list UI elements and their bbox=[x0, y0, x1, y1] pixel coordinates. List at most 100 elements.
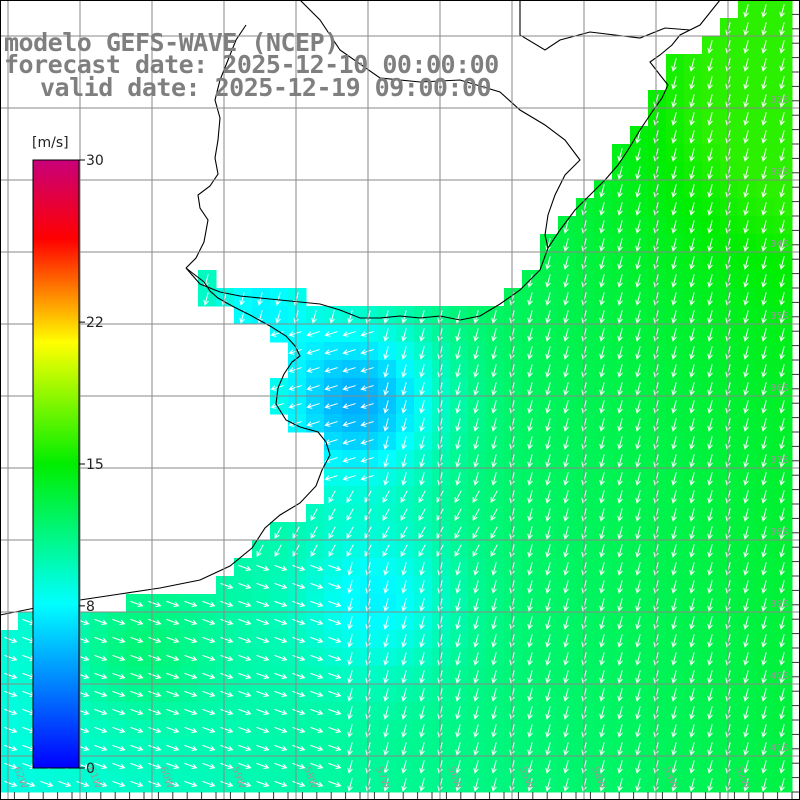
wind-arrow bbox=[599, 274, 605, 288]
wind-arrow bbox=[490, 526, 498, 539]
wind-arrow bbox=[671, 364, 677, 378]
wind-arrow bbox=[779, 616, 785, 630]
wind-arrow bbox=[617, 508, 623, 522]
wind-arrow bbox=[383, 382, 389, 396]
wind-arrow bbox=[707, 184, 713, 198]
wind-arrow bbox=[419, 418, 425, 432]
wind-arrow bbox=[707, 778, 713, 792]
wind-arrow bbox=[342, 403, 356, 409]
wind-arrow bbox=[202, 780, 216, 787]
wind-arrow bbox=[166, 600, 180, 607]
wind-arrow bbox=[779, 184, 785, 198]
wind-arrow bbox=[545, 526, 551, 540]
wind-arrow bbox=[671, 490, 677, 504]
wind-arrow bbox=[292, 762, 306, 769]
wind-arrow bbox=[256, 582, 270, 589]
wind-arrow bbox=[455, 778, 461, 792]
wind-arrow bbox=[455, 742, 461, 756]
wind-arrow bbox=[238, 762, 252, 769]
wind-arrow bbox=[94, 618, 108, 625]
wind-arrow bbox=[4, 636, 18, 643]
wind-arrow bbox=[635, 760, 641, 774]
wind-arrow bbox=[527, 688, 533, 702]
wind-arrow bbox=[455, 616, 461, 630]
wind-arrow bbox=[490, 490, 498, 503]
wind-arrow bbox=[184, 636, 198, 643]
wind-arrow bbox=[473, 328, 479, 342]
wind-arrow bbox=[473, 652, 479, 666]
wind-arrow bbox=[383, 652, 389, 666]
wind-arrow bbox=[239, 292, 245, 306]
wind-arrow bbox=[347, 562, 353, 576]
wind-arrow bbox=[238, 618, 252, 625]
wind-arrow bbox=[401, 418, 407, 432]
wind-arrow bbox=[360, 331, 374, 337]
wind-arrow bbox=[779, 598, 785, 612]
wind-arrow bbox=[671, 256, 677, 270]
wind-arrow bbox=[743, 436, 749, 450]
wind-arrow bbox=[347, 580, 353, 594]
wind-arrow bbox=[310, 762, 324, 769]
wind-arrow bbox=[545, 418, 551, 432]
wind-arrow bbox=[4, 780, 18, 787]
wind-arrow bbox=[743, 292, 749, 306]
wind-arrow bbox=[779, 382, 785, 396]
wind-arrow bbox=[707, 40, 713, 54]
wind-arrow bbox=[563, 256, 569, 270]
wind-arrow bbox=[635, 418, 641, 432]
wind-arrow bbox=[779, 130, 785, 144]
wind-arrow bbox=[635, 454, 641, 468]
wind-arrow bbox=[689, 76, 695, 90]
wind-arrow bbox=[491, 400, 497, 414]
wind-arrow bbox=[527, 598, 533, 612]
wind-arrow bbox=[635, 724, 641, 738]
wind-arrow bbox=[491, 616, 497, 630]
wind-arrow bbox=[635, 346, 641, 360]
wind-arrow bbox=[599, 310, 605, 324]
wind-arrow bbox=[401, 454, 407, 468]
wind-arrow bbox=[274, 762, 288, 769]
wind-arrow bbox=[401, 688, 407, 702]
wind-arrow bbox=[491, 742, 497, 756]
wind-arrow bbox=[743, 742, 749, 756]
wind-arrow bbox=[383, 706, 389, 720]
wind-arrow bbox=[292, 690, 306, 697]
wind-arrow bbox=[689, 130, 695, 144]
wind-arrow bbox=[617, 436, 623, 450]
wind-arrow bbox=[383, 310, 389, 324]
wind-arrow bbox=[707, 238, 713, 252]
wind-arrow bbox=[419, 472, 425, 486]
wind-arrow bbox=[256, 690, 270, 697]
wind-arrow bbox=[707, 652, 713, 666]
wind-arrow bbox=[671, 472, 677, 486]
wind-arrow bbox=[617, 526, 623, 540]
wind-arrow bbox=[360, 403, 374, 409]
wind-arrow bbox=[635, 490, 641, 504]
wind-arrow bbox=[202, 636, 216, 643]
wind-arrow bbox=[166, 654, 180, 661]
wind-arrow bbox=[347, 706, 353, 720]
wind-arrow bbox=[545, 310, 551, 324]
wind-arrow bbox=[671, 562, 677, 576]
wind-arrow bbox=[184, 780, 198, 787]
wind-arrow bbox=[112, 726, 126, 733]
wind-arrow bbox=[256, 564, 270, 571]
wind-arrow bbox=[545, 688, 551, 702]
wind-arrow bbox=[148, 618, 162, 625]
wind-arrow bbox=[707, 346, 713, 360]
wind-arrow bbox=[617, 202, 623, 216]
latitude-label: 38S bbox=[770, 527, 789, 538]
wind-arrow bbox=[563, 382, 569, 396]
wind-arrow bbox=[779, 706, 785, 720]
wind-arrow bbox=[635, 184, 641, 198]
wind-arrow bbox=[292, 780, 306, 787]
wind-arrow bbox=[473, 598, 479, 612]
wind-arrow bbox=[545, 778, 551, 792]
forecast-date: forecast date: 2025-12-10 00:00:00 bbox=[4, 50, 499, 79]
wind-arrow bbox=[4, 708, 18, 715]
wind-arrow bbox=[761, 94, 767, 108]
wind-arrow bbox=[383, 364, 389, 378]
wind-arrow bbox=[635, 598, 641, 612]
wind-arrow bbox=[342, 331, 356, 337]
wind-arrow bbox=[689, 238, 695, 252]
